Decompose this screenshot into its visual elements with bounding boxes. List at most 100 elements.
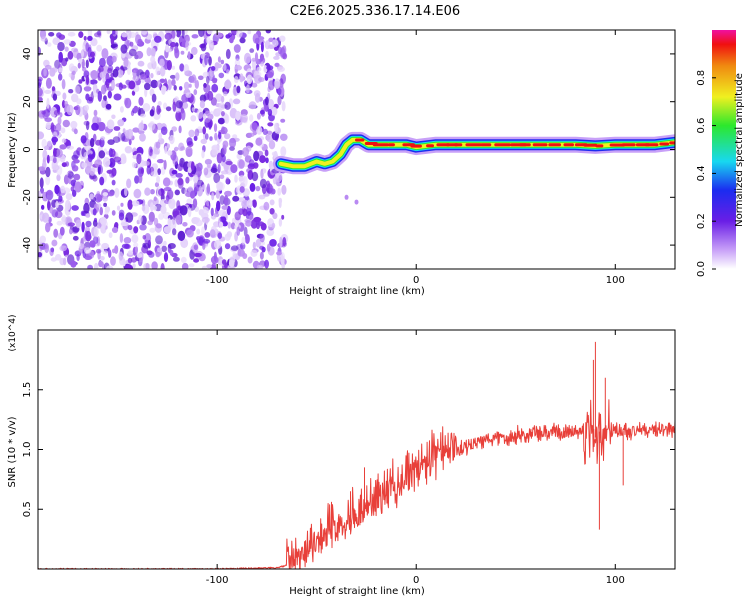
noise-blob xyxy=(162,177,171,187)
noise-blob xyxy=(193,244,199,250)
noise-blob xyxy=(135,50,144,59)
noise-blob xyxy=(131,234,139,244)
x-tick-label: -100 xyxy=(206,575,229,586)
noise-blob xyxy=(178,125,182,134)
noise-blob xyxy=(262,169,266,174)
noise-blob xyxy=(191,74,197,84)
noise-blob xyxy=(282,237,287,247)
noise-blob xyxy=(172,228,177,236)
noise-blob xyxy=(92,208,97,216)
noise-blob xyxy=(259,155,266,164)
noise-blob xyxy=(38,166,46,171)
noise-blob xyxy=(45,175,51,186)
noise-blob xyxy=(65,57,69,62)
x-axis-label: Height of straight line (km) xyxy=(289,586,425,597)
noise-blob xyxy=(277,87,282,96)
noise-blob xyxy=(38,96,43,103)
noise-blob xyxy=(354,199,359,205)
noise-blob xyxy=(193,174,199,184)
noise-blob xyxy=(193,181,198,193)
noise-blob xyxy=(67,222,76,227)
noise-blob xyxy=(277,95,282,106)
noise-blob xyxy=(264,259,269,269)
noise-blob xyxy=(251,59,257,70)
noise-blob xyxy=(97,164,103,175)
y-tick-label: 0.5 xyxy=(22,501,33,517)
noise-blob xyxy=(41,110,46,115)
noise-blob xyxy=(208,56,212,66)
y-tick-label: -20 xyxy=(22,189,33,205)
noise-blob xyxy=(131,161,137,169)
noise-blob xyxy=(154,35,162,43)
noise-blob xyxy=(117,119,125,127)
noise-blob xyxy=(179,157,185,168)
x-axis-label: Height of straight line (km) xyxy=(289,286,425,297)
noise-blob xyxy=(221,220,228,227)
noise-blob xyxy=(182,102,189,109)
noise-blob xyxy=(167,150,173,156)
noise-blob xyxy=(63,39,72,45)
noise-blob xyxy=(74,85,81,94)
noise-blob xyxy=(225,48,231,60)
noise-blob xyxy=(160,126,168,135)
noise-blob xyxy=(59,226,65,236)
noise-blob xyxy=(179,205,188,216)
noise-blob xyxy=(95,139,102,146)
noise-blob xyxy=(84,104,90,111)
noise-blob xyxy=(98,65,104,73)
noise-blob xyxy=(267,99,275,110)
noise-blob xyxy=(121,243,130,249)
noise-blob xyxy=(217,117,225,125)
noise-blob xyxy=(120,66,128,71)
noise-blob xyxy=(163,102,168,110)
noise-blob xyxy=(155,66,161,76)
noise-blob xyxy=(274,81,281,90)
noise-blob xyxy=(123,56,129,68)
noise-blob xyxy=(224,133,231,140)
noise-blob xyxy=(183,81,190,91)
noise-blob xyxy=(101,48,109,59)
noise-blob xyxy=(77,62,81,69)
noise-blob xyxy=(277,66,285,72)
noise-blob xyxy=(213,123,218,132)
noise-blob xyxy=(239,73,244,83)
noise-blob xyxy=(198,185,203,196)
noise-blob xyxy=(210,207,214,217)
noise-blob xyxy=(53,147,57,157)
noise-blob xyxy=(108,157,116,168)
noise-blob xyxy=(130,257,137,263)
noise-blob xyxy=(224,101,231,110)
noise-blob xyxy=(126,30,132,40)
noise-blob xyxy=(210,255,219,264)
noise-blob xyxy=(111,79,115,90)
noise-blob xyxy=(107,90,113,99)
noise-blob xyxy=(78,31,84,38)
noise-blob xyxy=(185,146,193,155)
noise-blob xyxy=(150,189,155,195)
noise-blob xyxy=(154,182,160,188)
noise-blob xyxy=(102,77,106,83)
noise-blob xyxy=(107,68,113,74)
noise-blob xyxy=(101,242,109,250)
noise-blob xyxy=(127,128,133,140)
noise-blob xyxy=(174,189,180,196)
noise-blob xyxy=(139,133,146,142)
noise-blob xyxy=(120,202,124,207)
noise-blob xyxy=(159,78,166,84)
noise-blob xyxy=(38,252,43,258)
noise-blob xyxy=(235,120,243,126)
noise-blob xyxy=(166,59,172,71)
noise-blob xyxy=(266,243,271,252)
noise-blob xyxy=(258,194,266,200)
noise-blob xyxy=(177,177,184,186)
noise-blob xyxy=(182,222,188,227)
noise-blob xyxy=(125,264,134,269)
noise-blob xyxy=(213,239,222,250)
noise-blob xyxy=(106,169,113,174)
noise-blob xyxy=(118,251,124,261)
noise-blob xyxy=(84,255,92,260)
colorbar-tick-label: 0.4 xyxy=(696,165,707,181)
noise-blob xyxy=(210,42,214,49)
noise-blob xyxy=(267,108,273,116)
noise-blob xyxy=(56,220,63,226)
